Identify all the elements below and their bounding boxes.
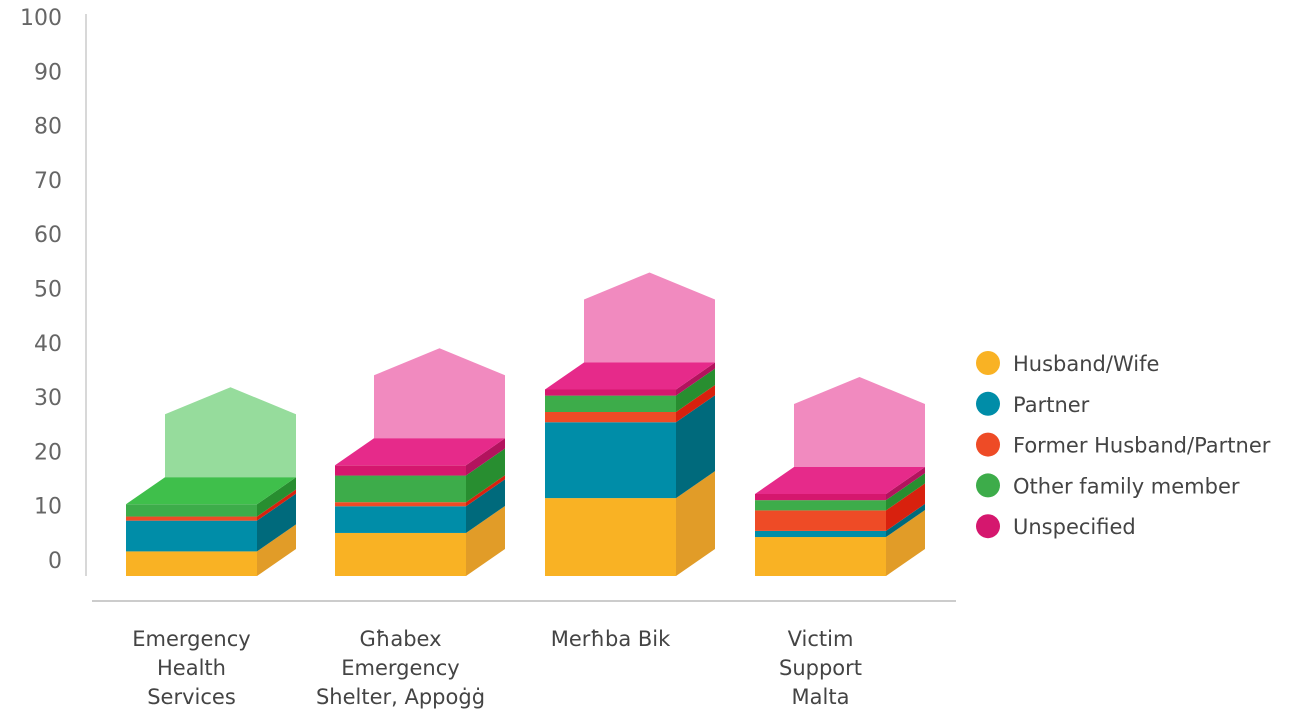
bar-segment-partner xyxy=(126,520,257,552)
legend-swatch-partner xyxy=(976,391,1000,416)
legend-label-husband-wife: Husband/Wife xyxy=(1013,352,1159,376)
bar-segment-husband-wife xyxy=(755,537,886,576)
bar-segment-partner-side xyxy=(886,503,925,538)
bar-top-cap xyxy=(584,272,715,363)
bars xyxy=(126,272,925,576)
bar-segment-former-husband-partner-side xyxy=(466,475,505,507)
bar-segment-partner-side xyxy=(257,493,296,552)
category-label: Victim Support Malta xyxy=(779,627,862,709)
bar-segment-former-husband-partner xyxy=(126,516,257,521)
legend-label-former-husband-partner: Former Husband/Partner xyxy=(1013,434,1271,458)
bar-segment-unspecified-side xyxy=(886,467,925,501)
bar-segment-other-family-member xyxy=(755,500,886,511)
bar-segment-partner xyxy=(335,506,466,533)
bar-segment-husband-wife-side xyxy=(466,505,505,576)
bar-segment-unspecified-top xyxy=(545,362,715,390)
y-tick-label: 80 xyxy=(34,115,62,140)
bar-segment-former-husband-partner-side xyxy=(676,385,715,423)
y-tick-labels: 0 10 20 30 40 50 60 70 80 90 100 xyxy=(20,6,62,574)
bar-segment-other-family-member-side xyxy=(886,473,925,511)
bar-segment-former-husband-partner xyxy=(755,510,886,531)
bar-segment-other-family-member-side xyxy=(257,477,296,517)
legend-label-unspecified: Unspecified xyxy=(1013,515,1136,539)
y-tick-label: 40 xyxy=(34,332,62,357)
bar-segment-former-husband-partner-side xyxy=(886,483,925,531)
legend-label-other-family-member: Other family member xyxy=(1013,474,1240,498)
y-tick-label: 0 xyxy=(48,549,62,574)
bar-segment-unspecified xyxy=(545,389,676,396)
y-tick-label: 10 xyxy=(34,495,62,520)
bar-segment-unspecified-top xyxy=(335,438,505,466)
bar-segment-unspecified-top xyxy=(755,467,925,494)
bar-segment-former-husband-partner xyxy=(335,502,466,507)
legend-swatch-former-husband-partner xyxy=(976,432,1000,457)
y-tick-label: 70 xyxy=(34,169,62,194)
y-tick-label: 60 xyxy=(34,223,62,248)
y-tick-label: 20 xyxy=(34,440,62,465)
y-tick-label: 100 xyxy=(20,6,62,31)
bar-segment-other-family-member xyxy=(126,504,257,517)
bar-segment-unspecified-side xyxy=(466,438,505,476)
bar-segment-unspecified xyxy=(755,494,886,501)
y-tick-label: 50 xyxy=(34,278,62,303)
bar-segment-other-family-member-side xyxy=(676,368,715,412)
bar-segment-unspecified xyxy=(335,465,466,476)
bar-segment-partner xyxy=(545,422,676,499)
legend-swatch-unspecified xyxy=(976,514,1000,539)
y-tick-label: 90 xyxy=(34,60,62,85)
bar-segment-unspecified-side xyxy=(676,362,715,396)
category-labels: Emergency Health Services Għabex Emergency Sh… xyxy=(132,627,862,709)
bar-top-cap xyxy=(374,348,505,439)
bar-segment-partner xyxy=(755,530,886,538)
bar-segment-former-husband-partner xyxy=(545,412,676,423)
bar-segment-other-family-member-side xyxy=(466,448,505,503)
bar-segment-other-family-member xyxy=(335,475,466,503)
legend-swatch-husband-wife xyxy=(976,351,1000,375)
legend: Husband/Wife Partner Former Husband/Partne… xyxy=(976,351,1271,539)
legend-swatch-other-family-member xyxy=(976,473,1000,498)
category-label: Emergency Health Services xyxy=(132,627,250,709)
bar-segment-husband-wife-side xyxy=(886,510,925,576)
bar-segment-husband-wife-side xyxy=(257,524,296,576)
legend-label-partner: Partner xyxy=(1013,393,1090,417)
bar-top-cap xyxy=(165,387,296,478)
bar-segment-other-family-member xyxy=(545,395,676,412)
bar-segment-other-family-member-top xyxy=(126,477,296,505)
bar-segment-husband-wife xyxy=(545,498,676,576)
bar-segment-husband-wife xyxy=(126,551,257,576)
bar-segment-husband-wife xyxy=(335,532,466,576)
category-label: Għabex Emergency Shelter, Appoġġ xyxy=(316,627,485,709)
bar-segment-partner-side xyxy=(676,395,715,499)
bar-segment-husband-wife-side xyxy=(676,471,715,576)
bar-segment-former-husband-partner-side xyxy=(257,489,296,521)
category-label: Merħba Bik xyxy=(551,627,671,651)
bar-segment-partner-side xyxy=(466,479,505,533)
bar-top-cap xyxy=(794,377,925,467)
y-tick-label: 30 xyxy=(34,386,62,411)
